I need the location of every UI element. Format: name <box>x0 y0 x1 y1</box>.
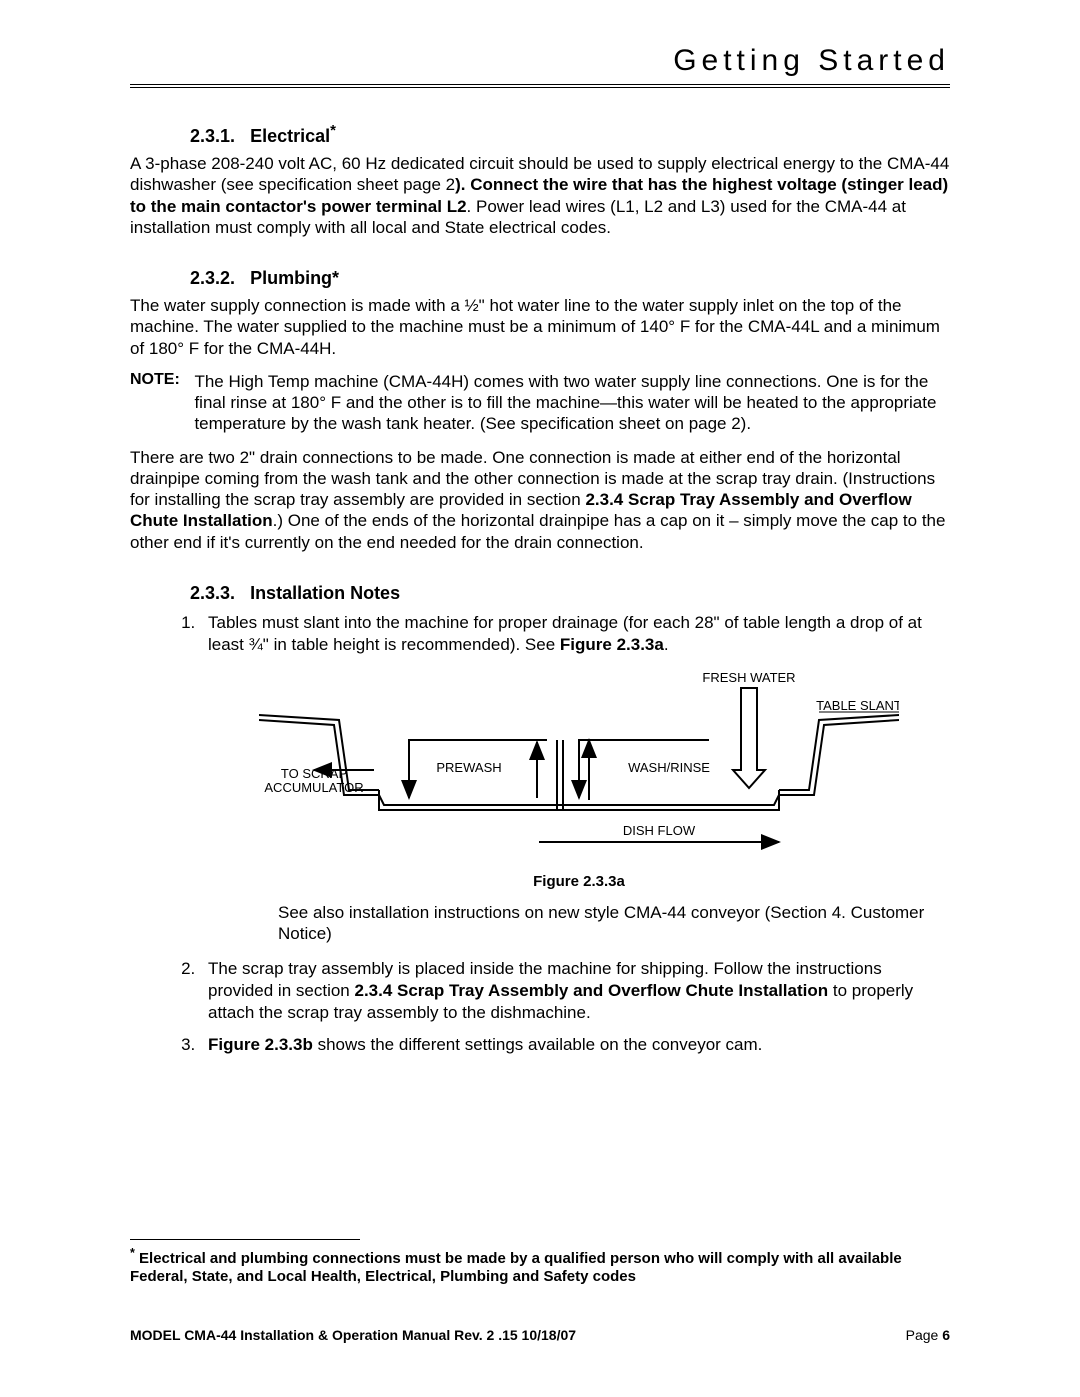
label-dish-flow: DISH FLOW <box>623 823 696 838</box>
header-title: Getting Started <box>673 44 950 77</box>
after-figure-text: See also installation instructions on ne… <box>278 902 950 945</box>
label-accumulator: ACCUMULATOR <box>264 780 363 795</box>
text: Electrical and plumbing connections must… <box>130 1250 902 1286</box>
figure-233a: FRESH WATER TABLE SLANT <box>259 670 899 892</box>
heading-number: 2.3.3. <box>190 583 235 603</box>
heading-title: Installation Notes <box>250 583 400 603</box>
heading-title: Electrical <box>250 126 330 146</box>
figure-caption: Figure 2.3.3a <box>259 872 899 892</box>
page: Getting Started 2.3.1. Electrical* A 3-p… <box>0 0 1080 1397</box>
note-label: NOTE: <box>130 371 190 389</box>
heading-sup: * <box>330 122 336 139</box>
list-item: Figure 2.3.3b shows the different settin… <box>200 1034 950 1056</box>
page-footer: MODEL CMA-44 Installation & Operation Ma… <box>130 1327 950 1343</box>
heading-electrical: 2.3.1. Electrical* <box>190 122 950 147</box>
footer-right: Page 6 <box>906 1327 950 1343</box>
label-washrinse: WASH/RINSE <box>628 760 710 775</box>
list-item: The scrap tray assembly is placed inside… <box>200 958 950 1024</box>
note-block: NOTE: The High Temp machine (CMA-44H) co… <box>130 371 950 435</box>
page-label: Page <box>906 1327 943 1343</box>
text: . <box>664 635 669 654</box>
label-to-scrap: TO SCRAP <box>281 766 347 781</box>
footer-left: MODEL CMA-44 Installation & Operation Ma… <box>130 1327 576 1343</box>
diagram-svg: FRESH WATER TABLE SLANT <box>259 670 899 860</box>
label-fresh-water: FRESH WATER <box>702 670 795 685</box>
line <box>779 715 899 790</box>
label-table-slant: TABLE SLANT <box>816 698 899 713</box>
heading-number: 2.3.2. <box>190 268 235 288</box>
list-item: Tables must slant into the machine for p… <box>200 612 950 944</box>
heading-plumbing: 2.3.2. Plumbing* <box>190 268 950 289</box>
text-bold: Figure 2.3.3a <box>560 635 664 654</box>
text-bold: 2.3.4 Scrap Tray Assembly and Overflow C… <box>354 981 828 1000</box>
heading-install: 2.3.3. Installation Notes <box>190 583 950 604</box>
install-list: Tables must slant into the machine for p… <box>200 612 950 1057</box>
label-prewash: PREWASH <box>436 760 501 775</box>
plumbing-para1: The water supply connection is made with… <box>130 295 950 359</box>
footnote-rule <box>130 1239 360 1240</box>
footnote-block: * Electrical and plumbing connections mu… <box>130 1239 950 1288</box>
fresh-water-arrow-icon <box>733 688 765 788</box>
plumbing-para2: There are two 2" drain connections to be… <box>130 447 950 553</box>
line <box>779 720 899 795</box>
header-rule <box>130 84 950 92</box>
page-number: 6 <box>942 1327 950 1343</box>
footnote-text: * Electrical and plumbing connections mu… <box>130 1246 950 1288</box>
text: shows the different settings available o… <box>313 1035 763 1054</box>
heading-title: Plumbing* <box>250 268 339 288</box>
text-bold: Figure 2.3.3b <box>208 1035 313 1054</box>
page-header: Getting Started <box>130 44 950 84</box>
heading-number: 2.3.1. <box>190 126 235 146</box>
electrical-para: A 3-phase 208-240 volt AC, 60 Hz dedicat… <box>130 153 950 238</box>
note-body: The High Temp machine (CMA-44H) comes wi… <box>194 371 944 435</box>
